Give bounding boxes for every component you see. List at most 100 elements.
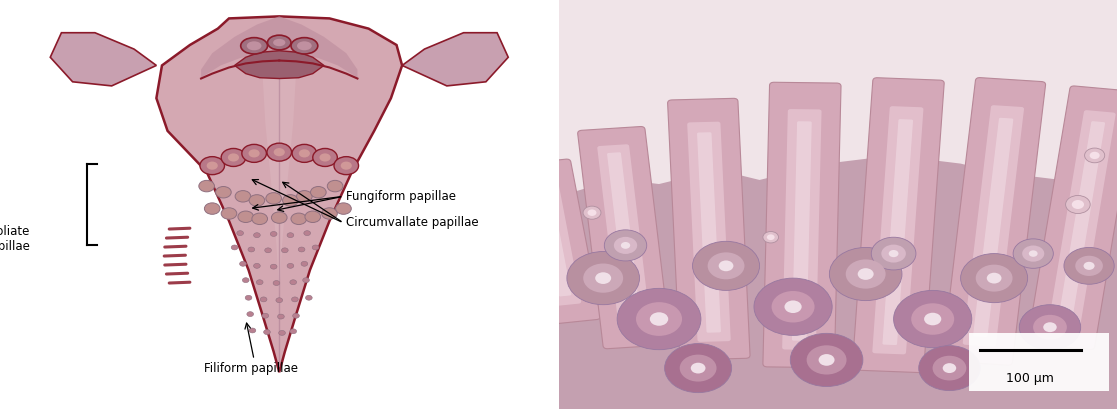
Circle shape bbox=[766, 234, 775, 240]
Circle shape bbox=[665, 344, 732, 393]
Circle shape bbox=[1072, 200, 1083, 209]
Circle shape bbox=[961, 254, 1028, 303]
Circle shape bbox=[289, 280, 297, 285]
Circle shape bbox=[296, 191, 313, 202]
Circle shape bbox=[221, 208, 237, 219]
Polygon shape bbox=[558, 237, 1117, 409]
Circle shape bbox=[943, 363, 956, 373]
Circle shape bbox=[228, 153, 239, 162]
FancyBboxPatch shape bbox=[697, 132, 720, 333]
Circle shape bbox=[273, 281, 279, 285]
Circle shape bbox=[304, 231, 311, 236]
Polygon shape bbox=[201, 16, 357, 78]
Circle shape bbox=[241, 144, 266, 162]
FancyBboxPatch shape bbox=[943, 78, 1046, 365]
Circle shape bbox=[588, 209, 596, 216]
Circle shape bbox=[790, 333, 862, 387]
Ellipse shape bbox=[241, 38, 268, 54]
Circle shape bbox=[322, 208, 337, 219]
Circle shape bbox=[881, 245, 906, 263]
Circle shape bbox=[242, 278, 249, 283]
Circle shape bbox=[1063, 247, 1114, 284]
Circle shape bbox=[986, 273, 1002, 283]
Circle shape bbox=[252, 213, 268, 225]
Circle shape bbox=[772, 291, 814, 322]
Polygon shape bbox=[235, 51, 324, 79]
Circle shape bbox=[312, 245, 319, 250]
Circle shape bbox=[207, 162, 218, 170]
Circle shape bbox=[1085, 148, 1105, 163]
Circle shape bbox=[235, 191, 250, 202]
FancyBboxPatch shape bbox=[607, 152, 641, 321]
FancyBboxPatch shape bbox=[792, 121, 812, 341]
Circle shape bbox=[1013, 239, 1053, 268]
Circle shape bbox=[806, 345, 847, 375]
Circle shape bbox=[281, 248, 288, 253]
Circle shape bbox=[254, 233, 260, 238]
Circle shape bbox=[287, 263, 294, 268]
Circle shape bbox=[279, 330, 286, 335]
FancyBboxPatch shape bbox=[668, 98, 750, 360]
Circle shape bbox=[200, 157, 225, 175]
Circle shape bbox=[256, 280, 264, 285]
Text: Filiform papillae: Filiform papillae bbox=[204, 362, 298, 375]
Ellipse shape bbox=[297, 41, 312, 50]
Circle shape bbox=[614, 237, 637, 254]
FancyBboxPatch shape bbox=[577, 126, 670, 349]
Circle shape bbox=[305, 211, 321, 222]
Circle shape bbox=[327, 180, 343, 192]
Circle shape bbox=[254, 263, 260, 268]
Circle shape bbox=[583, 263, 623, 293]
FancyBboxPatch shape bbox=[968, 333, 1108, 391]
Ellipse shape bbox=[292, 38, 318, 54]
FancyBboxPatch shape bbox=[782, 109, 821, 350]
Circle shape bbox=[290, 213, 306, 225]
Circle shape bbox=[247, 312, 254, 317]
FancyBboxPatch shape bbox=[763, 82, 841, 368]
Circle shape bbox=[267, 143, 292, 161]
Circle shape bbox=[1076, 256, 1102, 276]
Ellipse shape bbox=[247, 41, 261, 50]
Circle shape bbox=[1029, 250, 1038, 257]
FancyBboxPatch shape bbox=[527, 169, 581, 306]
Circle shape bbox=[754, 278, 832, 335]
Circle shape bbox=[894, 290, 972, 348]
Circle shape bbox=[911, 303, 954, 335]
Text: Circumvallate papillae: Circumvallate papillae bbox=[346, 216, 479, 229]
Circle shape bbox=[1043, 322, 1057, 332]
Polygon shape bbox=[402, 33, 508, 86]
Circle shape bbox=[249, 195, 265, 206]
Text: 100 μm: 100 μm bbox=[1006, 372, 1054, 385]
FancyBboxPatch shape bbox=[882, 119, 913, 345]
Circle shape bbox=[335, 203, 352, 214]
Circle shape bbox=[933, 356, 966, 380]
Circle shape bbox=[846, 259, 886, 289]
FancyBboxPatch shape bbox=[963, 105, 1024, 346]
Circle shape bbox=[617, 288, 701, 350]
FancyBboxPatch shape bbox=[973, 118, 1013, 337]
Circle shape bbox=[1089, 152, 1099, 159]
Circle shape bbox=[1022, 245, 1044, 262]
Circle shape bbox=[341, 162, 352, 170]
Circle shape bbox=[238, 211, 254, 222]
Circle shape bbox=[650, 312, 668, 326]
Circle shape bbox=[621, 242, 630, 249]
Circle shape bbox=[334, 157, 359, 175]
Circle shape bbox=[299, 149, 311, 157]
Circle shape bbox=[975, 265, 1013, 292]
FancyBboxPatch shape bbox=[852, 78, 944, 373]
Circle shape bbox=[265, 248, 271, 253]
Circle shape bbox=[1020, 305, 1081, 350]
Ellipse shape bbox=[273, 39, 286, 46]
Circle shape bbox=[319, 153, 331, 162]
Circle shape bbox=[248, 247, 255, 252]
Circle shape bbox=[871, 237, 916, 270]
Circle shape bbox=[260, 297, 267, 302]
Circle shape bbox=[595, 272, 611, 284]
Circle shape bbox=[858, 268, 873, 280]
Circle shape bbox=[276, 298, 283, 303]
Circle shape bbox=[216, 187, 231, 198]
FancyBboxPatch shape bbox=[1048, 110, 1116, 330]
Text: Fungiform papillae: Fungiform papillae bbox=[346, 190, 456, 203]
Circle shape bbox=[566, 252, 639, 305]
